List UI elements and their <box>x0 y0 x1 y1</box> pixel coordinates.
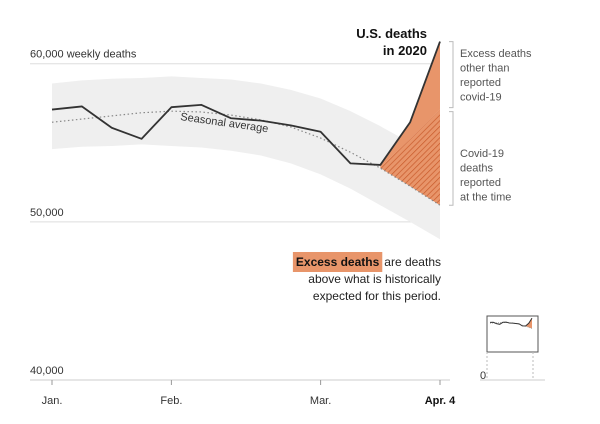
x-tick-label: Mar. <box>310 395 331 407</box>
y-tick-label: 50,000 <box>30 207 64 219</box>
explainer-highlight: Excess deaths <box>296 255 380 269</box>
y-tick-label: 60,000 weekly deaths <box>30 49 137 61</box>
seasonal-average-line <box>51 110 441 206</box>
annotation: Excess deaths <box>460 48 532 60</box>
weekly-deaths-line <box>51 41 441 166</box>
inset-tick-label: 0 <box>480 370 486 382</box>
x-tick-label: Jan. <box>42 395 63 407</box>
annotation: covid-19 <box>460 92 502 104</box>
x-tick-label: Feb. <box>160 395 182 407</box>
seasonal-band <box>52 76 440 240</box>
annotation: reported <box>460 77 501 89</box>
highlight <box>292 252 383 272</box>
explainer-text: are deaths <box>384 255 441 269</box>
bracket <box>449 41 454 109</box>
annotation: deaths <box>460 163 494 175</box>
explainer-text: expected for this period. <box>313 289 441 303</box>
inset-line <box>489 317 533 327</box>
chart-title: in 2020 <box>383 43 427 58</box>
annotation: reported <box>460 177 501 189</box>
bracket <box>449 111 454 206</box>
explainer-text: above what is historically <box>308 272 441 286</box>
y-tick-label: 40,000 <box>30 365 64 377</box>
annotation: Covid-19 <box>460 148 504 160</box>
annotation: other than <box>460 63 510 75</box>
annotation: at the time <box>460 192 511 204</box>
chart-title: U.S. deaths <box>356 26 427 41</box>
excess-other-area <box>380 41 440 169</box>
covid-area <box>380 109 440 206</box>
x-tick-label: Apr. 4 <box>425 395 456 407</box>
